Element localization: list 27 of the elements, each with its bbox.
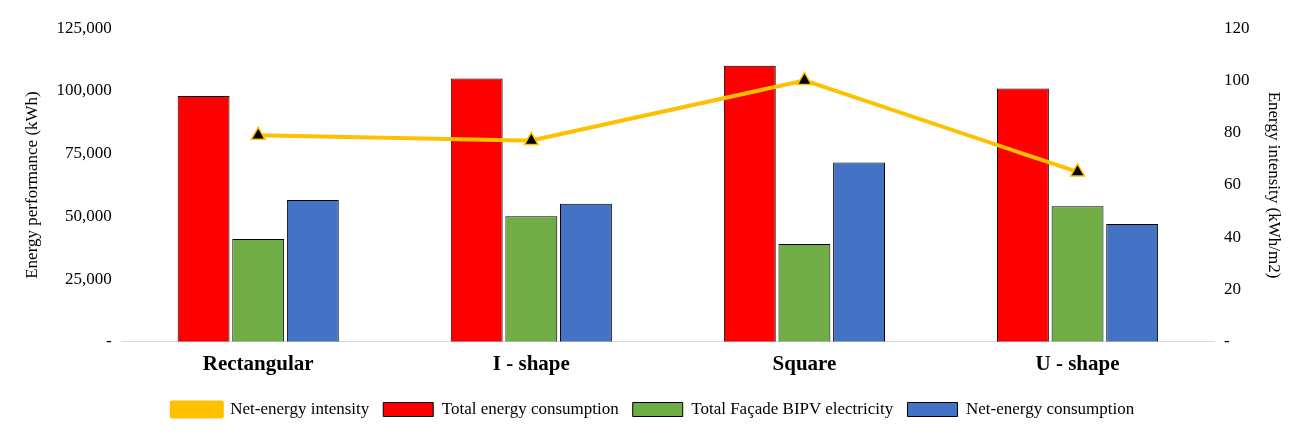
y2-tick-label: 40 <box>1224 226 1242 246</box>
legend-label: Net-energy intensity <box>230 398 370 418</box>
legend-label: Net-energy consumption <box>965 398 1135 418</box>
y-tick-label: 125,000 <box>56 17 112 37</box>
y2-tick-label: - <box>1224 331 1231 351</box>
point <box>1069 163 1086 177</box>
y2-axis-title: Energy intensity (kWh/m2) <box>1265 91 1285 279</box>
x-tick-label: U - shape <box>1035 350 1120 375</box>
y2-tick-label: 20 <box>1224 279 1242 298</box>
point <box>523 131 539 146</box>
y2-tick-label: 120 <box>1224 17 1250 37</box>
y-tick-label: 75,000 <box>64 143 112 163</box>
legend-label: Total Façade BIPV electricity <box>691 398 894 418</box>
x-tick-label: I - shape <box>492 350 570 375</box>
point <box>796 71 813 86</box>
y2-tick-label: 80 <box>1224 122 1242 142</box>
y2-tick-label: 60 <box>1224 174 1242 194</box>
x-tick-label: Square <box>772 350 837 375</box>
legend-label: Total energy consumption <box>441 398 620 418</box>
y-tick-label: 25,000 <box>64 268 112 288</box>
x-tick-label: Rectangular <box>202 350 314 375</box>
point <box>250 126 266 141</box>
y-tick-label: 100,000 <box>56 80 112 100</box>
y-axis-title: Energy performance (kWh) <box>21 91 41 279</box>
y2-tick-label: 100 <box>1224 69 1250 89</box>
y-tick-label: 50,000 <box>64 205 112 225</box>
y-tick-label: - <box>105 331 112 351</box>
